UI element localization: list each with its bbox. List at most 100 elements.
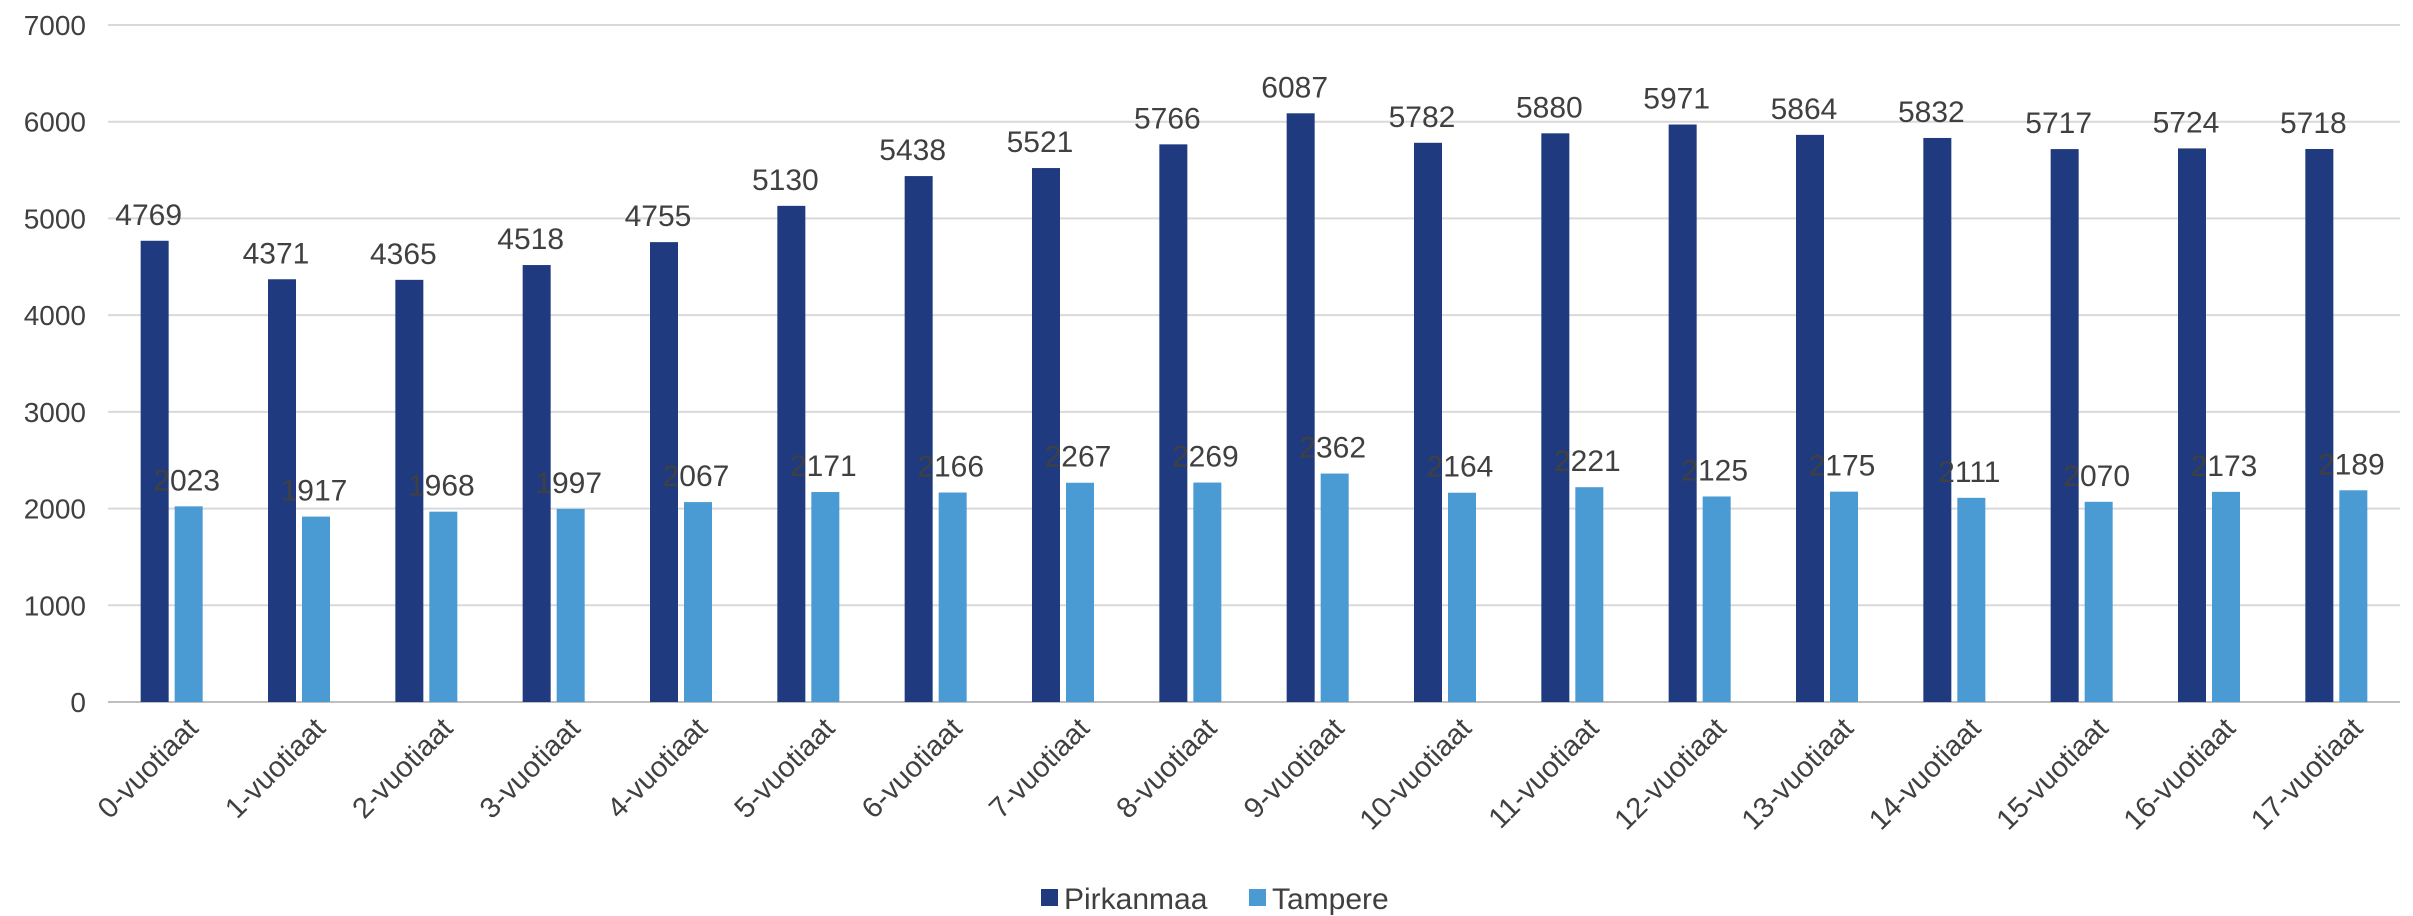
- bar-pirkanmaa: [2305, 148, 2334, 702]
- y-tick-label: 0: [70, 687, 86, 718]
- data-labels: 4769 2023 4371 1917 4365 1968 4518 1997 4755 2067…: [115, 71, 2384, 507]
- bar-pirkanmaa: [140, 240, 169, 702]
- legend-swatch-tampere: [1249, 889, 1266, 906]
- y-tick-label: 5000: [24, 203, 86, 234]
- data-label-pirkanmaa: 5521: [1007, 126, 1074, 159]
- x-category-label: 2-vuotiaat: [347, 712, 460, 825]
- legend: Pirkanmaa Tampere: [1041, 883, 1389, 916]
- data-label-pirkanmaa: 5864: [1771, 93, 1838, 126]
- x-category-label: 11-vuotiaat: [1483, 712, 1606, 835]
- bar-pirkanmaa: [1923, 137, 1952, 702]
- bar-tampere: [1830, 491, 1858, 702]
- data-label-pirkanmaa: 5766: [1134, 102, 1201, 135]
- data-label-tampere: 2269: [1172, 441, 1239, 474]
- data-label-pirkanmaa: 4769: [115, 199, 182, 232]
- bar-tampere: [1066, 482, 1094, 702]
- data-label-tampere: 2175: [1809, 450, 1876, 483]
- y-tick-label: 3000: [24, 397, 86, 428]
- bar-pirkanmaa: [1796, 134, 1824, 702]
- bar-pirkanmaa: [1032, 168, 1060, 703]
- y-tick-label: 1000: [24, 590, 86, 621]
- data-label-pirkanmaa: 5718: [2280, 107, 2347, 140]
- x-axis-categories: 0-vuotiaat 1-vuotiaat 2-vuotiaat 3-vuotiaat…: [92, 712, 2369, 836]
- data-label-pirkanmaa: 4518: [497, 223, 564, 256]
- data-label-tampere: 1968: [408, 470, 475, 503]
- bar-tampere: [2084, 501, 2113, 702]
- data-label-pirkanmaa: 6087: [1261, 71, 1328, 104]
- bar-pirkanmaa: [395, 279, 424, 702]
- x-category-label: 13-vuotiaat: [1736, 712, 1860, 836]
- bar-tampere: [429, 511, 458, 702]
- data-label-pirkanmaa: 4365: [370, 238, 437, 271]
- bar-tampere: [2212, 491, 2240, 702]
- bar-tampere: [1575, 487, 1604, 702]
- data-label-pirkanmaa: 5880: [1516, 91, 1583, 124]
- data-label-tampere: 1997: [535, 467, 602, 500]
- bar-tampere: [2339, 490, 2368, 702]
- x-category-label: 12-vuotiaat: [1609, 712, 1733, 836]
- bar-pirkanmaa: [1541, 133, 1570, 702]
- data-label-tampere: 2023: [153, 464, 220, 497]
- data-label-tampere: 2171: [790, 450, 857, 483]
- bar-pirkanmaa: [268, 279, 296, 702]
- data-label-pirkanmaa: 5717: [2025, 107, 2092, 140]
- x-category-label: 15-vuotiaat: [1991, 712, 2115, 836]
- data-label-tampere: 2267: [1045, 441, 1112, 474]
- gridlines: [108, 24, 2400, 703]
- bar-tampere: [811, 492, 840, 702]
- data-label-tampere: 2070: [2063, 460, 2130, 493]
- data-label-tampere: 2067: [663, 460, 730, 493]
- x-category-label: 0-vuotiaat: [92, 712, 205, 825]
- data-label-pirkanmaa: 5832: [1898, 96, 1965, 129]
- x-category-label: 8-vuotiaat: [1111, 712, 1224, 825]
- bar-pirkanmaa: [1286, 113, 1315, 702]
- bar-pirkanmaa: [1668, 124, 1697, 703]
- legend-swatch-pirkanmaa: [1041, 889, 1058, 906]
- data-label-tampere: 2164: [1427, 451, 1494, 484]
- x-category-label: 6-vuotiaat: [856, 712, 969, 825]
- bar-pirkanmaa: [522, 265, 551, 702]
- x-category-label: 1-vuotiaat: [219, 712, 332, 825]
- data-label-tampere: 2125: [1681, 454, 1748, 487]
- data-label-pirkanmaa: 5130: [752, 164, 819, 197]
- data-label-pirkanmaa: 4371: [243, 237, 310, 270]
- data-label-tampere: 2166: [917, 451, 984, 484]
- data-label-pirkanmaa: 5724: [2153, 106, 2220, 139]
- x-category-label: 3-vuotiaat: [474, 712, 587, 825]
- x-category-label: 14-vuotiaat: [1863, 712, 1987, 836]
- bar-tampere: [1702, 496, 1731, 702]
- bar-pirkanmaa: [1414, 142, 1442, 703]
- y-tick-label: 7000: [24, 10, 86, 41]
- x-category-label: 16-vuotiaat: [2118, 712, 2242, 836]
- x-category-label: 10-vuotiaat: [1354, 712, 1478, 836]
- bar-tampere: [174, 506, 203, 702]
- data-label-pirkanmaa: 5971: [1643, 83, 1710, 116]
- bar-pirkanmaa: [2050, 149, 2079, 703]
- x-category-label: 5-vuotiaat: [729, 712, 842, 825]
- x-category-label: 4-vuotiaat: [601, 712, 714, 825]
- bars: [140, 113, 2368, 703]
- bar-pirkanmaa: [2178, 148, 2206, 703]
- bar-tampere: [1448, 492, 1476, 702]
- data-label-tampere: 2173: [2191, 450, 2258, 483]
- y-tick-label: 2000: [24, 494, 86, 525]
- bar-tampere: [1193, 482, 1222, 702]
- data-label-tampere: 2111: [1938, 456, 2000, 489]
- legend-label-tampere: Tampere: [1272, 883, 1389, 916]
- data-label-pirkanmaa: 4755: [625, 200, 692, 233]
- bar-tampere: [684, 502, 712, 702]
- bar-tampere: [1957, 497, 1986, 702]
- bar-pirkanmaa: [904, 176, 933, 702]
- x-category-label: 9-vuotiaat: [1238, 712, 1351, 825]
- bar-pirkanmaa: [650, 242, 678, 702]
- y-tick-label: 6000: [24, 107, 86, 138]
- data-label-tampere: 2189: [2318, 448, 2385, 481]
- bar-pirkanmaa: [1159, 144, 1188, 702]
- y-axis-ticks: 0 1000 2000 3000 4000 5000 6000 7000: [24, 10, 86, 718]
- x-category-label: 17-vuotiaat: [2245, 712, 2369, 836]
- bar-pirkanmaa: [777, 205, 806, 702]
- y-tick-label: 4000: [24, 300, 86, 331]
- legend-label-pirkanmaa: Pirkanmaa: [1064, 883, 1208, 916]
- bar-tampere: [556, 508, 585, 702]
